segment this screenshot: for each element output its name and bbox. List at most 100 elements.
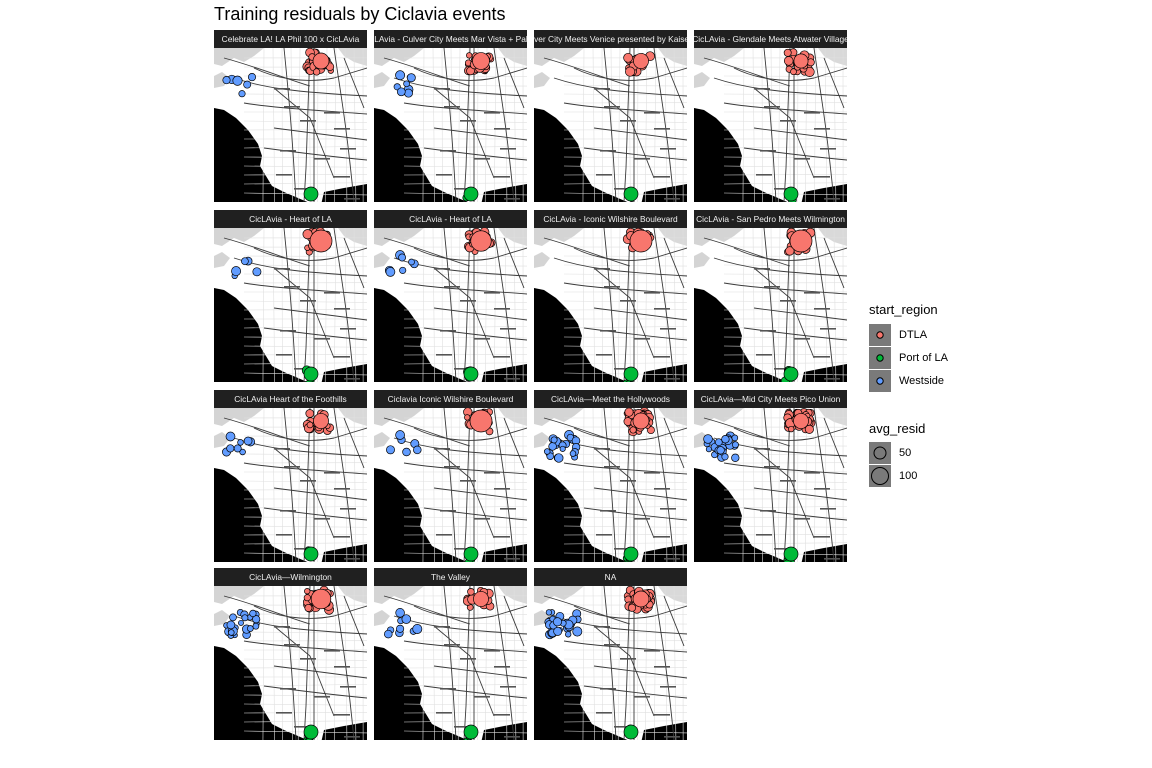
hills bbox=[534, 610, 550, 626]
road bbox=[653, 408, 675, 562]
road bbox=[713, 77, 847, 97]
place-label bbox=[596, 712, 612, 714]
point-westside bbox=[403, 80, 410, 88]
road bbox=[593, 625, 655, 717]
place-label bbox=[454, 726, 470, 728]
facet-label: The Valley bbox=[431, 572, 470, 582]
point-westside bbox=[232, 75, 243, 86]
road bbox=[493, 586, 515, 740]
place-label bbox=[440, 688, 456, 690]
map-svg bbox=[694, 48, 847, 202]
place-label bbox=[504, 736, 520, 738]
place-label bbox=[664, 558, 680, 560]
hills bbox=[818, 48, 847, 66]
point-westside bbox=[395, 608, 405, 618]
point-dtla bbox=[467, 588, 475, 596]
point-port-of-la-large bbox=[463, 186, 479, 202]
place-label bbox=[824, 558, 840, 560]
ocean bbox=[534, 108, 628, 202]
point-westside bbox=[395, 430, 405, 440]
place-label bbox=[444, 466, 460, 468]
place-label bbox=[774, 188, 790, 190]
point-dtla bbox=[623, 52, 633, 63]
map-svg bbox=[534, 408, 687, 562]
road bbox=[443, 586, 457, 740]
road bbox=[723, 282, 847, 295]
place-label bbox=[760, 510, 776, 512]
place-label bbox=[484, 112, 500, 114]
facet-label: Ciclavia Iconic Wilshire Boulevard bbox=[387, 394, 514, 404]
point-dtla bbox=[624, 408, 634, 417]
place-label bbox=[600, 330, 616, 332]
facet-label: CicLAvia - Glendale Meets Atwater Villag… bbox=[694, 34, 847, 44]
place-label bbox=[500, 508, 516, 510]
road bbox=[383, 417, 471, 447]
points bbox=[544, 586, 656, 740]
road bbox=[283, 48, 297, 202]
hills bbox=[534, 408, 584, 426]
road bbox=[663, 595, 685, 647]
place-label bbox=[596, 354, 612, 356]
point-dtla-large bbox=[789, 229, 813, 253]
place-label bbox=[344, 736, 360, 738]
road bbox=[573, 605, 687, 619]
place-label bbox=[604, 644, 620, 646]
road bbox=[573, 427, 687, 441]
point-port-of-la-large bbox=[303, 724, 319, 740]
road bbox=[273, 447, 335, 539]
road bbox=[403, 102, 527, 115]
point-port-of-la-large bbox=[623, 546, 639, 562]
place-label bbox=[654, 536, 670, 538]
place-label bbox=[280, 510, 296, 512]
hills bbox=[658, 586, 687, 604]
place-label bbox=[276, 174, 292, 176]
hills bbox=[498, 586, 527, 604]
facet-strip: Ciclavia Iconic Wilshire Boulevard bbox=[374, 390, 527, 408]
place-label bbox=[604, 466, 620, 468]
road bbox=[563, 462, 687, 475]
map-panel bbox=[374, 408, 527, 562]
facet-label: CicLAvia—Meet the Hollywoods bbox=[550, 394, 670, 404]
hills bbox=[214, 610, 230, 626]
place-label bbox=[444, 286, 460, 288]
place-label bbox=[300, 300, 316, 302]
place-label bbox=[434, 626, 450, 628]
road bbox=[263, 507, 367, 521]
legend-key-size-100 bbox=[869, 465, 891, 487]
point-westside bbox=[396, 87, 406, 97]
point-westside bbox=[252, 622, 260, 630]
place-label bbox=[820, 148, 836, 150]
place-label bbox=[280, 150, 296, 152]
place-label bbox=[600, 150, 616, 152]
facet-strip: CicLAvia - Heart of LA bbox=[374, 210, 527, 228]
place-label bbox=[500, 328, 516, 330]
place-label bbox=[484, 292, 500, 294]
place-label bbox=[344, 198, 360, 200]
basemap bbox=[694, 228, 847, 382]
point-dtla bbox=[783, 48, 792, 57]
place-label bbox=[460, 658, 476, 660]
hills bbox=[214, 252, 230, 268]
map-svg bbox=[694, 228, 847, 382]
place-label bbox=[660, 148, 676, 150]
facet-label: CicLAvia - Culver City Meets Venice pres… bbox=[534, 34, 687, 44]
point-westside bbox=[731, 453, 740, 462]
hills bbox=[374, 72, 390, 88]
road bbox=[343, 595, 365, 647]
place-label bbox=[620, 300, 636, 302]
place-label bbox=[300, 480, 316, 482]
place-label bbox=[344, 378, 360, 380]
road bbox=[593, 307, 687, 321]
road bbox=[543, 237, 631, 267]
road bbox=[573, 67, 687, 81]
place-label bbox=[284, 286, 300, 288]
hills bbox=[694, 228, 744, 246]
ocean bbox=[534, 646, 628, 740]
place-label bbox=[324, 112, 340, 114]
place-label bbox=[664, 198, 680, 200]
place-label bbox=[276, 354, 292, 356]
road bbox=[243, 282, 367, 295]
road bbox=[343, 417, 365, 469]
facet-label: CicLAvia - Culver City Meets Mar Vista +… bbox=[374, 34, 527, 44]
point-dtla bbox=[304, 603, 313, 612]
